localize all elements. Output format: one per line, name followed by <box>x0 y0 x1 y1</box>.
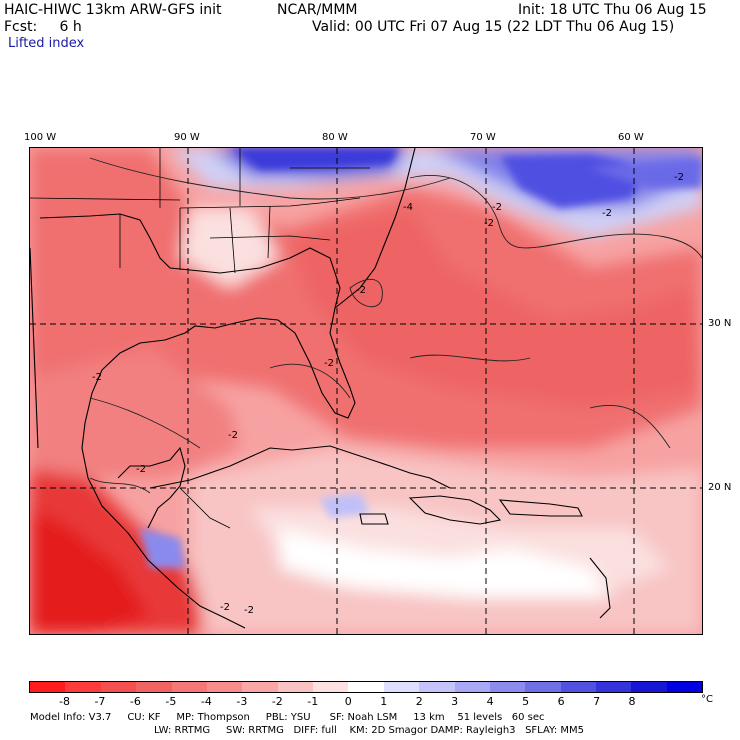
lon-label-80w: 80 W <box>322 132 348 143</box>
colorbar-unit: °C <box>701 694 713 705</box>
model-info-line2: LW: RRTMG SW: RRTMG DIFF: full KM: 2D Sm… <box>154 725 584 736</box>
colorbar-label: 6 <box>557 695 565 708</box>
contour-label: -2 <box>244 605 254 616</box>
colorbar-segment <box>206 682 243 692</box>
colorbar-segment <box>313 682 349 692</box>
colorbar-segment <box>136 682 172 692</box>
colorbar-label: 5 <box>522 695 530 708</box>
contour-lines <box>89 157 702 494</box>
colorbar-segment <box>454 682 490 692</box>
colorbar-label: -3 <box>236 695 248 708</box>
contour-label: -2 <box>484 218 494 229</box>
coastlines <box>30 148 611 629</box>
org-label: NCAR/MMM <box>277 2 358 18</box>
init-time: Init: 18 UTC Thu 06 Aug 15 <box>518 2 707 18</box>
model-title: HAIC-HIWC 13km ARW-GFS init <box>4 2 222 18</box>
lon-label-100w: 100 W <box>24 132 57 143</box>
colorbar-label: -4 <box>200 695 212 708</box>
lon-label-70w: 70 W <box>470 132 496 143</box>
colorbar-segment <box>277 682 313 692</box>
lon-label-60w: 60 W <box>618 132 644 143</box>
contour-label: -2 <box>356 285 366 296</box>
lon-label-90w: 90 W <box>174 132 200 143</box>
colorbar-segment <box>30 682 66 692</box>
field-shading <box>30 148 702 634</box>
valid-time: Valid: 00 UTC Fri 07 Aug 15 (22 LDT Thu … <box>312 19 675 35</box>
lat-label-30n: 30 N <box>708 318 732 329</box>
contour-label: -2 <box>220 602 230 613</box>
contour-label: -2 <box>324 358 334 369</box>
colorbar-label: -7 <box>94 695 106 708</box>
colorbar-label: 3 <box>451 695 459 708</box>
contour-label: -2 <box>136 464 146 475</box>
colorbar-segment <box>171 682 207 692</box>
strong-stable-ne-us <box>230 148 400 170</box>
colorbar-segment <box>348 682 384 692</box>
colorbar-label: -1 <box>307 695 319 708</box>
colorbar-segment <box>596 682 632 692</box>
forecast-hour: Fcst: 6 h <box>4 19 82 35</box>
colorbar-segment <box>525 682 561 692</box>
colorbar-segment <box>489 682 526 692</box>
colorbar-label: -6 <box>129 695 141 708</box>
lifted-index-map: -4 -2 -2 -2 -2 -2 -2 -2 -2 -2 -2 -2 <box>29 147 703 635</box>
contour-label: -2 <box>228 430 238 441</box>
colorbar-segment <box>419 682 455 692</box>
state-borders <box>30 148 370 529</box>
colorbar-label: 7 <box>593 695 601 708</box>
colorbar-label: 2 <box>415 695 423 708</box>
colorbar-segment <box>242 682 278 692</box>
lat-label-20n: 20 N <box>708 482 732 493</box>
colorbar-label: -8 <box>58 695 70 708</box>
colorbar-label: 1 <box>380 695 388 708</box>
colorbar-label: -5 <box>165 695 177 708</box>
colorbar-segment <box>65 682 101 692</box>
colorbar-label: 0 <box>344 695 352 708</box>
cool-patch-central-america <box>140 528 185 568</box>
colorbar-label: -2 <box>271 695 283 708</box>
colorbar <box>29 681 703 693</box>
colorbar-label: 8 <box>628 695 636 708</box>
contour-label: -2 <box>602 208 612 219</box>
colorbar-segment <box>383 682 420 692</box>
model-info-line1: Model Info: V3.7 CU: KF MP: Thompson PBL… <box>30 712 545 723</box>
contour-label: -2 <box>674 172 684 183</box>
colorbar-segment <box>560 682 596 692</box>
field-name: Lifted index <box>8 36 85 51</box>
colorbar-segment <box>100 682 137 692</box>
contour-label: -2 <box>92 372 102 383</box>
contour-label: -4 <box>403 202 413 213</box>
lat-lon-grid <box>30 148 702 634</box>
colorbar-segment <box>631 682 667 692</box>
colorbar-label: 4 <box>486 695 494 708</box>
contour-label: -2 <box>492 202 502 213</box>
colorbar-segment <box>666 682 703 692</box>
